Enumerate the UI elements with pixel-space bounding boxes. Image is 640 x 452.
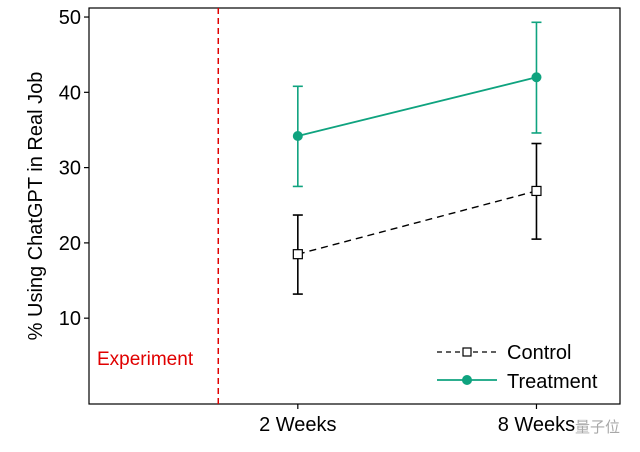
data-point (292, 249, 303, 260)
plot-frame (88, 7, 621, 405)
series-treatment (292, 21, 542, 188)
y-tick-label: 30 (59, 158, 81, 180)
y-tick-label: 10 (59, 308, 81, 330)
experiment-annotation: Experiment (97, 8, 220, 404)
series-line (297, 76, 537, 137)
experiment-label: Experiment (97, 349, 194, 370)
legend-control-marker (462, 347, 472, 357)
legend-control-label: Control (507, 342, 571, 364)
watermark: 量子位 (575, 419, 620, 436)
data-point (531, 185, 542, 197)
legend-treatment-marker (462, 375, 472, 385)
legend-treatment-label: Treatment (507, 371, 598, 393)
y-tick-label: 50 (59, 7, 81, 29)
data-point (292, 130, 303, 141)
legend: Control Treatment (437, 342, 598, 393)
y-tick-label: 20 (59, 233, 81, 255)
y-tick-label: 40 (59, 82, 81, 104)
y-axis: 10 20 30 40 50 (59, 7, 89, 330)
x-tick-label: 2 Weeks (259, 414, 336, 436)
series-line (297, 190, 537, 255)
x-axis: 2 Weeks 8 Weeks (259, 404, 575, 436)
data-point (531, 72, 542, 83)
x-tick-label: 8 Weeks (498, 414, 575, 436)
y-axis-label: % Using ChatGPT in Real Job (25, 72, 47, 341)
series-control (292, 142, 542, 295)
